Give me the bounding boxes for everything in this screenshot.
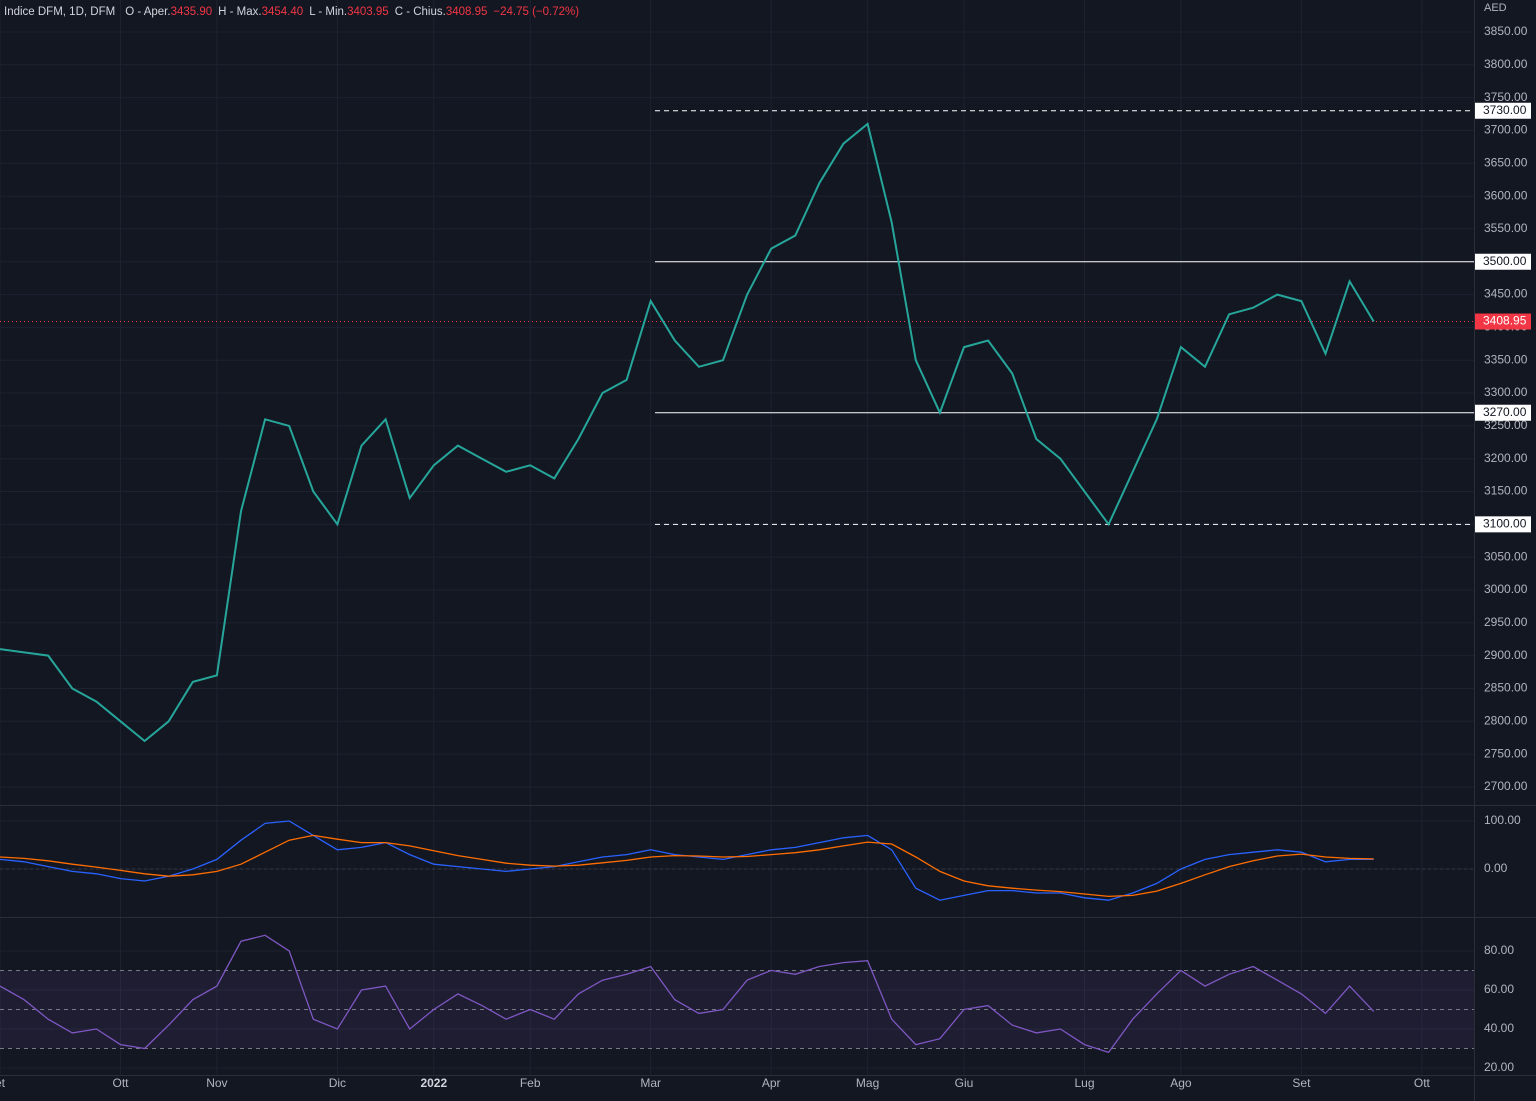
y-tick-label: 60.00 <box>1484 982 1514 996</box>
y-tick-label: 2700.00 <box>1484 779 1528 793</box>
y-tick-label: 3200.00 <box>1484 451 1528 465</box>
y-tick-label: 3600.00 <box>1484 188 1528 202</box>
ohlc-label: L - Min. <box>309 6 347 18</box>
x-tick-label: Feb <box>520 1076 541 1090</box>
ohlc-value: 3403.95 <box>347 6 389 18</box>
y-tick-label: 3250.00 <box>1484 418 1528 432</box>
x-tick-label: Ott <box>1414 1076 1431 1090</box>
x-tick-label: Set <box>1292 1076 1311 1090</box>
header: Indice DFM, 1D, DFM O - Aper.3435.90 H - M… <box>4 6 579 18</box>
x-tick-label: Nov <box>206 1076 227 1090</box>
line-series <box>0 122 1375 743</box>
y-tick-label: 2950.00 <box>1484 615 1528 629</box>
y-tick-label: 3450.00 <box>1484 287 1528 301</box>
x-tick-label: Dic <box>329 1076 346 1090</box>
y-tick-label: 3850.00 <box>1484 24 1528 38</box>
ohlc-value: 3408.95 <box>446 6 488 18</box>
change: −24.75 (−0.72%) <box>493 6 579 18</box>
last-price-label: 3408.95 <box>1483 314 1527 328</box>
ohlc-label: H - Max. <box>218 6 261 18</box>
level-label: 3270.00 <box>1483 405 1527 419</box>
symbol: Indice DFM, 1D, DFM <box>4 6 115 18</box>
y-tick-label: 3300.00 <box>1484 385 1528 399</box>
y-tick-label: 3550.00 <box>1484 221 1528 235</box>
level-tag <box>1475 516 1531 533</box>
y-tick-label: 2800.00 <box>1484 713 1528 727</box>
y-tick-label: 3750.00 <box>1484 90 1528 104</box>
y-tick-label: 80.00 <box>1484 943 1514 957</box>
line-series <box>0 834 1374 898</box>
level-tag <box>1475 253 1531 270</box>
y-tick-label: 3350.00 <box>1484 352 1528 366</box>
x-tick-label: Ott <box>112 1076 129 1090</box>
y-tick-label: 3650.00 <box>1484 155 1528 169</box>
y-tick-label: 3150.00 <box>1484 484 1528 498</box>
x-tick-label: Apr <box>762 1076 781 1090</box>
level-label: 3730.00 <box>1483 103 1527 117</box>
level-label: 3100.00 <box>1483 517 1527 531</box>
ohlc-label: C - Chius. <box>395 6 446 18</box>
line-series <box>0 934 1375 1054</box>
ohlc-label: O - Aper. <box>125 6 170 18</box>
ohlc-value: 3435.90 <box>171 6 213 18</box>
level-label: 3500.00 <box>1483 254 1527 268</box>
y-tick-label: 100.00 <box>1484 813 1521 827</box>
y-tick-label: 3800.00 <box>1484 57 1528 71</box>
y-tick-label: 2750.00 <box>1484 746 1528 760</box>
y-tick-label: 40.00 <box>1484 1021 1514 1035</box>
x-tick-label: Mag <box>856 1076 879 1090</box>
y-tick-label: 0.00 <box>1484 861 1508 875</box>
ohlc-value: 3454.40 <box>262 6 304 18</box>
y-tick-label: 2900.00 <box>1484 648 1528 662</box>
y-tick-label: 2850.00 <box>1484 681 1528 695</box>
y-tick-label: 3000.00 <box>1484 582 1528 596</box>
x-tick-label: et <box>0 1076 6 1090</box>
level-tag <box>1475 102 1531 119</box>
last-price-tag <box>1475 313 1531 330</box>
x-tick-label: Ago <box>1170 1076 1192 1090</box>
level-tag <box>1475 404 1531 421</box>
x-tick-label: Mar <box>640 1076 661 1090</box>
y-tick-label: 3050.00 <box>1484 549 1528 563</box>
x-tick-label: Lug <box>1074 1076 1094 1090</box>
x-tick-label: 2022 <box>420 1076 447 1090</box>
currency: AED <box>1484 2 1507 14</box>
x-tick-label: Giu <box>955 1076 974 1090</box>
y-tick-label: 3700.00 <box>1484 123 1528 137</box>
y-tick-label: 20.00 <box>1484 1060 1514 1074</box>
